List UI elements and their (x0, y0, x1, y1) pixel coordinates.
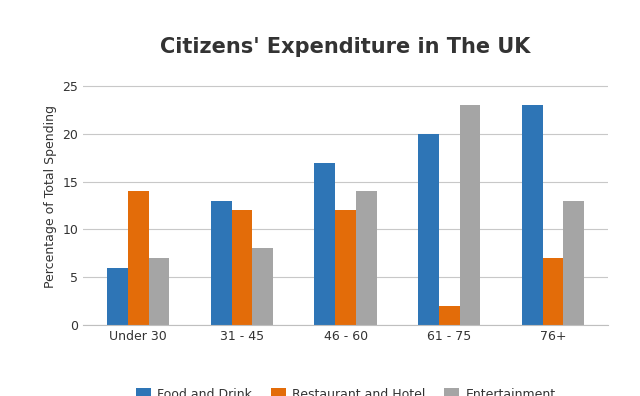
Title: Citizens' Expenditure in The UK: Citizens' Expenditure in The UK (161, 38, 531, 57)
Bar (418, 134, 439, 325)
Y-axis label: Percentage of Total Spending: Percentage of Total Spending (44, 105, 57, 287)
Bar (439, 306, 460, 325)
Bar (460, 105, 481, 325)
Bar (335, 210, 356, 325)
Bar (314, 163, 335, 325)
Bar (356, 191, 377, 325)
Bar (232, 210, 252, 325)
Bar (522, 105, 543, 325)
Legend: Food and Drink, Restaurant and Hotel, Entertainment: Food and Drink, Restaurant and Hotel, En… (136, 388, 556, 396)
Bar (563, 201, 584, 325)
Bar (107, 268, 128, 325)
Bar (252, 248, 273, 325)
Bar (148, 258, 170, 325)
Bar (128, 191, 148, 325)
Bar (543, 258, 563, 325)
Bar (211, 201, 232, 325)
